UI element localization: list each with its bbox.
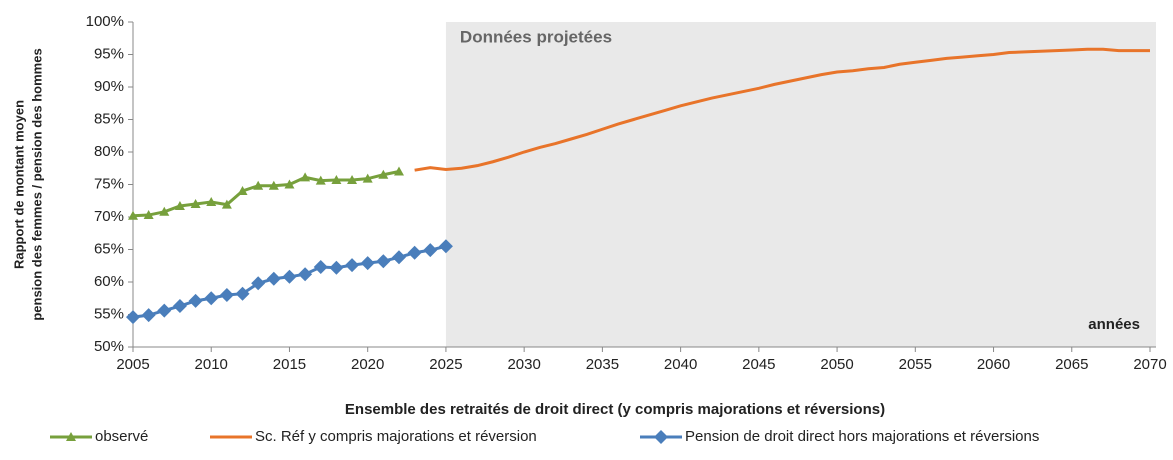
data-point xyxy=(423,243,438,258)
y-tick-label: 60% xyxy=(94,273,124,290)
data-point xyxy=(251,276,266,291)
data-point xyxy=(237,186,248,195)
data-point xyxy=(376,254,391,269)
data-point xyxy=(141,308,156,323)
annotation: années xyxy=(1088,316,1140,333)
y-axis-label: pension des femmes / pension des hommes xyxy=(29,48,44,320)
data-point xyxy=(266,271,281,286)
data-point xyxy=(284,179,295,189)
annotation: Données projetées xyxy=(460,27,612,46)
x-tick-label: 2065 xyxy=(1055,356,1088,373)
data-point xyxy=(221,199,232,209)
data-point xyxy=(174,200,185,210)
data-point xyxy=(407,245,422,260)
data-point xyxy=(347,174,358,184)
legend-marker xyxy=(654,430,668,444)
y-tick-label: 75% xyxy=(94,175,124,192)
data-point xyxy=(253,180,264,190)
data-point xyxy=(282,269,297,284)
x-tick-label: 2055 xyxy=(899,356,932,373)
x-tick-label: 2020 xyxy=(351,356,384,373)
data-point xyxy=(159,206,170,216)
y-tick-label: 70% xyxy=(94,208,124,225)
x-tick-label: 2025 xyxy=(429,356,462,373)
x-tick-label: 2050 xyxy=(820,356,853,373)
data-point xyxy=(313,260,328,275)
x-tick-label: 2045 xyxy=(742,356,775,373)
data-point xyxy=(331,174,342,184)
y-tick-label: 50% xyxy=(94,338,124,355)
data-point xyxy=(362,173,373,183)
legend-marker xyxy=(66,432,76,441)
data-point xyxy=(128,210,138,220)
data-point xyxy=(157,303,172,318)
data-point xyxy=(329,260,344,275)
series-line xyxy=(132,170,400,218)
data-point xyxy=(188,293,203,308)
x-tick-label: 2010 xyxy=(195,356,228,373)
data-point xyxy=(204,291,219,306)
y-tick-label: 85% xyxy=(94,110,124,127)
legend-label: observé xyxy=(95,428,148,445)
x-tick-label: 2070 xyxy=(1133,356,1166,373)
y-tick-label: 80% xyxy=(94,143,124,160)
x-tick-label: 2040 xyxy=(664,356,697,373)
data-point xyxy=(190,199,201,208)
series-line xyxy=(414,47,1150,172)
projection-area xyxy=(445,22,1156,347)
y-tick-label: 55% xyxy=(94,305,124,322)
x-tick-label: 2005 xyxy=(116,356,149,373)
y-tick-label: 90% xyxy=(94,78,124,95)
y-tick-label: 100% xyxy=(86,13,124,30)
data-point xyxy=(360,256,375,271)
data-point xyxy=(393,166,404,176)
y-tick-label: 95% xyxy=(94,45,124,62)
legend-label: Sc. Réf y compris majorations et réversi… xyxy=(255,428,537,445)
data-point xyxy=(298,267,313,282)
y-axis-label: Rapport de montant moyen xyxy=(11,100,26,269)
x-axis-label: Ensemble des retraités de droit direct (… xyxy=(345,401,885,418)
x-tick-label: 2030 xyxy=(507,356,540,373)
data-point xyxy=(206,197,217,207)
data-point xyxy=(378,169,389,179)
x-tick-label: 2035 xyxy=(586,356,619,373)
data-point xyxy=(345,258,360,273)
x-tick-label: 2060 xyxy=(977,356,1010,373)
data-point xyxy=(235,286,250,301)
data-point xyxy=(126,310,140,325)
data-point xyxy=(143,210,154,220)
x-tick-label: 2015 xyxy=(273,356,306,373)
data-point xyxy=(172,299,187,314)
y-tick-label: 65% xyxy=(94,240,124,257)
data-point xyxy=(391,250,406,265)
data-point xyxy=(219,288,234,302)
data-point xyxy=(268,180,279,190)
data-point xyxy=(315,175,326,185)
legend-label: Pension de droit direct hors majorations… xyxy=(685,428,1039,445)
data-point xyxy=(300,172,311,182)
data-point xyxy=(438,239,453,254)
